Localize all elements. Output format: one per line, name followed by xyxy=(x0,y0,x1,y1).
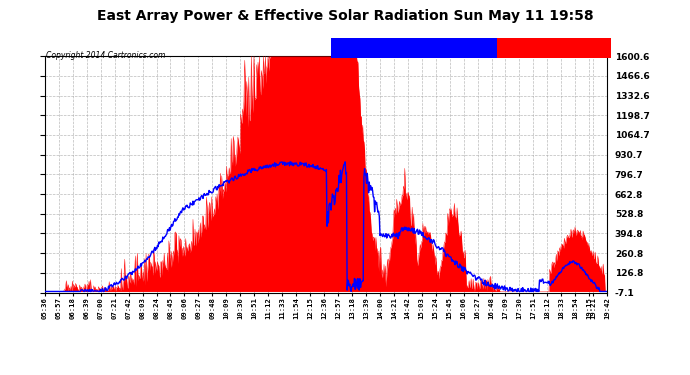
Text: Radiation (Effective w/m2): Radiation (Effective w/m2) xyxy=(335,44,450,52)
Text: East Array Power & Effective Solar Radiation Sun May 11 19:58: East Array Power & Effective Solar Radia… xyxy=(97,9,593,23)
Text: East Array (DC Watts): East Array (DC Watts) xyxy=(500,44,593,52)
Text: Copyright 2014 Cartronics.com: Copyright 2014 Cartronics.com xyxy=(46,51,166,60)
